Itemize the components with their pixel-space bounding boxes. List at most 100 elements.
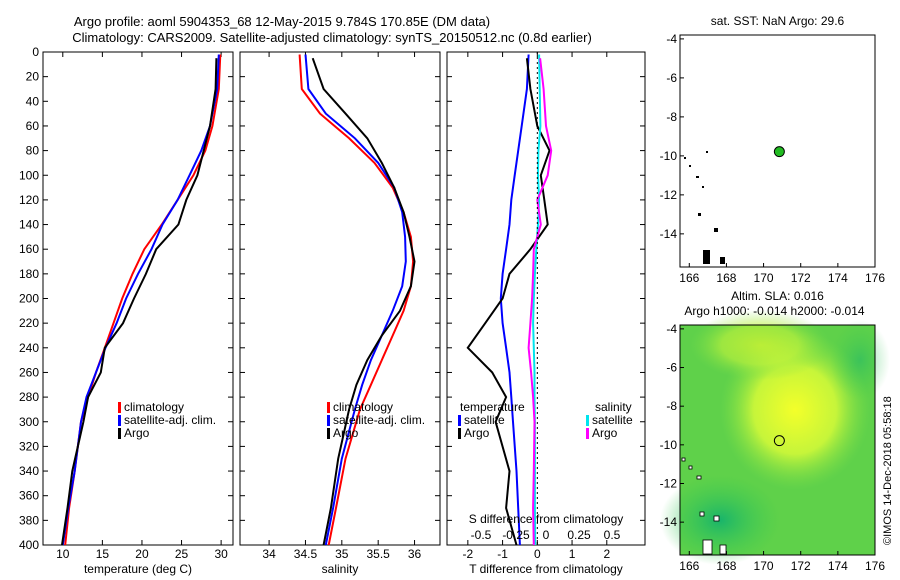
island [696, 176, 699, 178]
sla-low-anomaly-right [830, 320, 890, 400]
island [684, 157, 686, 159]
legend-swatch [118, 415, 121, 426]
x-tick-label: 168 [716, 559, 736, 573]
map-title: Altim. SLA: 0.016 [731, 289, 824, 303]
legend-swatch [458, 415, 461, 426]
islands-top-map [684, 151, 725, 264]
x-tick-label: 168 [716, 271, 736, 285]
y-tick-label: 280 [19, 390, 39, 404]
y-tick-label: 120 [19, 193, 39, 207]
y-tick-label: 180 [19, 267, 39, 281]
legend-label: satellite [464, 413, 505, 427]
y-tick-label: 380 [19, 513, 39, 527]
title-line2: Climatology: CARS2009. Satellite-adjuste… [72, 30, 592, 45]
x-tick-label: 10 [56, 547, 70, 561]
y-tick-label: -10 [660, 438, 678, 452]
y-tick-label: 400 [19, 538, 39, 552]
y-tick-label: -14 [660, 515, 678, 529]
island [713, 515, 720, 522]
y-tick-label: 220 [19, 316, 39, 330]
y-tick-label: -4 [666, 322, 677, 336]
y-tick-label: 340 [19, 464, 39, 478]
y-tick-label: 60 [26, 119, 40, 133]
island [702, 539, 713, 555]
series-line-satellite-adj-clim- [304, 54, 407, 546]
y-tick-label: 240 [19, 341, 39, 355]
x-axis-label: T difference from climatology [469, 562, 623, 576]
legend-swatch [118, 402, 121, 413]
series-line-salinity-argo [527, 58, 553, 546]
legend-title-temperature: temperature [460, 400, 525, 414]
legend-label: satellite [592, 413, 633, 427]
x-tick-label: 174 [828, 271, 848, 285]
legend-swatch [586, 428, 589, 439]
x-tick-label: 20 [135, 547, 149, 561]
series-line-satellite-adj-clim- [61, 54, 220, 546]
legend-label: Argo [124, 426, 150, 440]
series-line-argo [311, 57, 416, 546]
y-tick-label: 260 [19, 365, 39, 379]
x-tick-label: -2 [463, 547, 474, 561]
y-tick-label: 300 [19, 415, 39, 429]
island [699, 511, 705, 517]
legend-label: satellite-adj. clim. [124, 413, 216, 427]
top-x-tick-label: 0 [543, 528, 550, 542]
y-tick-label: 100 [19, 168, 39, 182]
top-x-tick-label: 0.5 [604, 528, 621, 542]
x-tick-label: 166 [679, 559, 699, 573]
difference-panel: -2 -1 0 1 2T difference from climatology temp… [446, 51, 646, 576]
map-title: sat. SST: NaN Argo: 29.6 [711, 14, 845, 28]
legend-swatch [327, 402, 330, 413]
island [703, 250, 710, 264]
x-tick-label: 25 [175, 547, 189, 561]
x-tick-label: 2 [603, 547, 610, 561]
sla-low-anomaly [660, 475, 780, 565]
x-tick-label: 174 [828, 559, 848, 573]
x-tick-label: 0 [534, 547, 541, 561]
y-tick-label: -6 [666, 71, 677, 85]
plot-area [446, 51, 646, 546]
location-map-panel: 166 168 170 172 174 176 -4 -6 -8 -10 -12 -14 sat. SS… [660, 14, 886, 285]
legend-title-salinity: salinity [595, 400, 632, 414]
y-tick-label: 40 [26, 94, 40, 108]
x-tick-label: 172 [791, 559, 811, 573]
legend-label: climatology [124, 400, 184, 414]
y-tick-label: -6 [666, 361, 677, 375]
y-tick-label: 320 [19, 439, 39, 453]
legend-swatch [586, 415, 589, 426]
island [719, 544, 727, 555]
legend-label: Argo [333, 426, 359, 440]
x-tick-label: 172 [791, 271, 811, 285]
island [688, 465, 693, 470]
island [689, 165, 691, 167]
legend-label: climatology [333, 400, 393, 414]
x-axis-label: temperature (deg C) [84, 562, 192, 576]
y-tick-label: 140 [19, 218, 39, 232]
x-tick-label: 34.5 [294, 547, 318, 561]
x-tick-label: 170 [754, 559, 774, 573]
x-axis-label: salinity [322, 562, 359, 576]
y-tick-label: -12 [660, 476, 678, 490]
series-line-temperature-satellite [499, 54, 530, 546]
island [720, 257, 725, 264]
legend-swatch [458, 428, 461, 439]
map-frame [679, 324, 876, 556]
x-tick-label: 15 [96, 547, 110, 561]
argo-sla-marker [773, 435, 785, 447]
x-tick-label: 1 [569, 547, 576, 561]
y-tick-label: -8 [666, 399, 677, 413]
y-tick-label: 160 [19, 242, 39, 256]
sla-high-anomaly-top [690, 310, 830, 380]
series-line-argo [61, 58, 218, 546]
x-tick-label: 170 [754, 271, 774, 285]
y-tick-label: 360 [19, 489, 39, 503]
island [698, 213, 701, 216]
y-tick-label: -4 [666, 32, 677, 46]
y-tick-label: 200 [19, 292, 39, 306]
legend-swatch [118, 428, 121, 439]
y-tick-label: 0 [32, 45, 39, 59]
x-tick-label: 166 [679, 271, 699, 285]
y-tick-label: 80 [26, 144, 40, 158]
y-tick-label: -8 [666, 110, 677, 124]
